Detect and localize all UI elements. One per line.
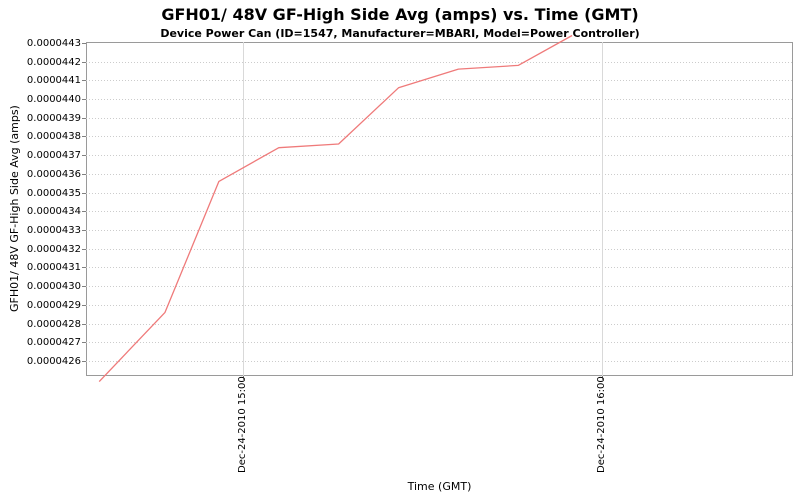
y-tick-label: 0.0000431: [26, 261, 81, 273]
y-tick-label: 0.0000428: [26, 318, 81, 330]
y-tick-label: 0.0000426: [26, 355, 81, 367]
x-axis-title: Time (GMT): [407, 480, 472, 493]
y-tick-label: 0.0000434: [26, 205, 81, 217]
y-tick-label: 0.0000438: [26, 130, 81, 142]
y-tick-label: 0.0000430: [26, 280, 81, 292]
y-tick-label: 0.0000435: [26, 187, 81, 199]
y-tick-label: 0.0000429: [26, 299, 81, 311]
y-tick-label: 0.0000427: [26, 336, 81, 348]
x-tick-label: Dec-24-2010 15:00: [236, 376, 248, 473]
y-tick-label: 0.0000441: [26, 74, 81, 86]
plot-area: [86, 42, 793, 376]
chart-subtitle: Device Power Can (ID=1547, Manufacturer=…: [160, 27, 640, 40]
y-tick-label: 0.0000443: [26, 37, 81, 49]
x-tick-label: Dec-24-2010 16:00: [595, 376, 607, 473]
y-tick-label: 0.0000432: [26, 243, 81, 255]
y-tick-label: 0.0000437: [26, 149, 81, 161]
y-tick-label: 0.0000440: [26, 93, 81, 105]
y-tick-label: 0.0000433: [26, 224, 81, 236]
chart-title: GFH01/ 48V GF-High Side Avg (amps) vs. T…: [161, 5, 639, 24]
y-tick-label: 0.0000442: [26, 56, 81, 68]
y-tick-label: 0.0000439: [26, 112, 81, 124]
y-tick-label: 0.0000436: [26, 168, 81, 180]
